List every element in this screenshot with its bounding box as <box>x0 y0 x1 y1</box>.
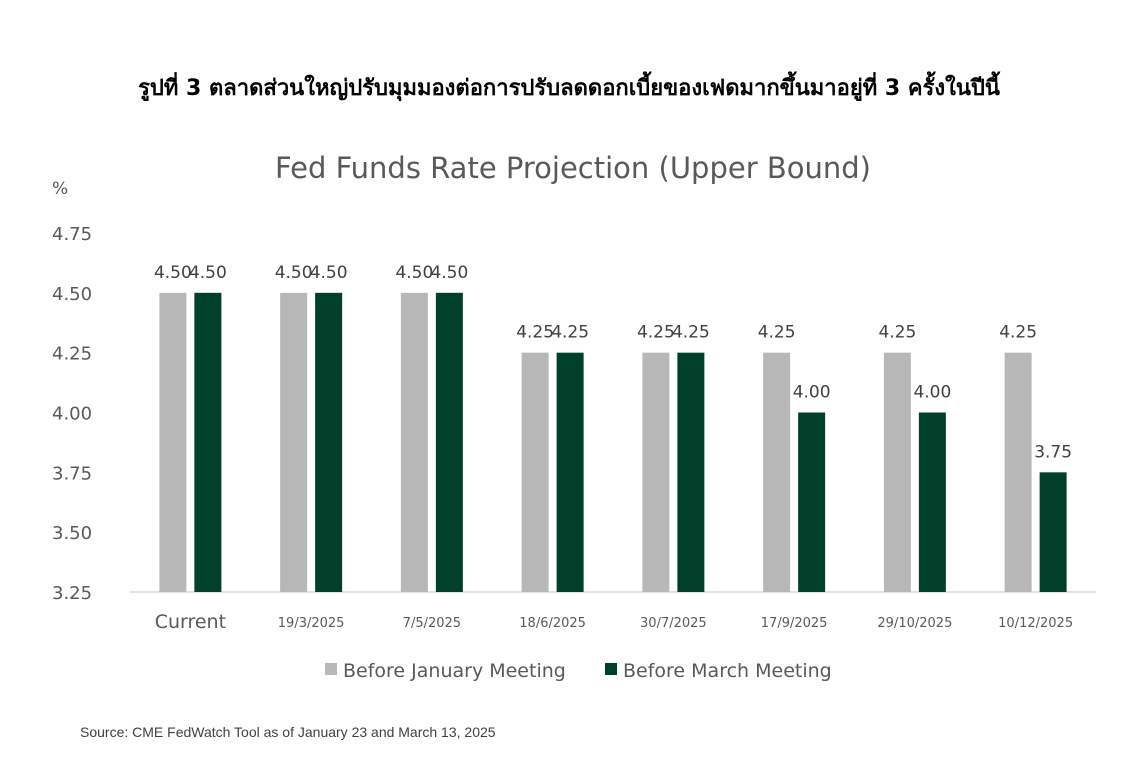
bar-before-march <box>677 352 705 592</box>
bar-before-march <box>435 292 463 592</box>
x-axis-ticks: Current 19/3/2025 7/5/2025 18/6/2025 30/7/20… <box>155 611 1073 633</box>
y-tick-label: 3.75 <box>52 463 92 484</box>
bar-before-january <box>159 292 187 592</box>
legend-label: Before January Meeting <box>343 660 566 682</box>
chart-title: Fed Funds Rate Projection (Upper Bound) <box>275 151 871 185</box>
bar-before-march <box>918 412 946 592</box>
x-tick-label: Current <box>155 611 226 633</box>
data-label-before-january: 4.25 <box>999 323 1037 343</box>
bar-before-january <box>1004 352 1032 592</box>
data-label-before-january: 4.50 <box>395 263 433 283</box>
y-tick-label: 4.00 <box>52 404 92 425</box>
y-axis-ticks: 3.25 3.50 3.75 4.00 4.25 4.50 4.75 <box>52 224 92 604</box>
bar-before-march <box>1039 472 1067 592</box>
y-tick-label: 4.25 <box>52 344 92 365</box>
data-label-before-january: 4.50 <box>154 263 192 283</box>
bar-before-january <box>400 292 428 592</box>
x-tick-label: 17/9/2025 <box>761 616 828 631</box>
y-tick-label: 3.25 <box>52 583 92 604</box>
data-label-before-january: 4.25 <box>758 323 796 343</box>
bar-before-march <box>194 292 222 592</box>
bar-before-january <box>521 352 549 592</box>
legend-swatch <box>325 663 337 675</box>
bar-before-january <box>883 352 911 592</box>
data-label-before-march: 4.50 <box>189 263 227 283</box>
source-note: Source: CME FedWatch Tool as of January … <box>80 724 496 740</box>
data-label-before-march: 4.00 <box>913 383 951 403</box>
x-tick-label: 10/12/2025 <box>998 616 1073 631</box>
bar-before-march <box>798 412 826 592</box>
bar-before-january <box>642 352 670 592</box>
x-tick-label: 30/7/2025 <box>640 616 707 631</box>
x-tick-label: 19/3/2025 <box>278 616 345 631</box>
data-labels: 4.504.50 4.504.50 4.504.504.254.25 4.254.25… <box>154 263 1072 463</box>
y-tick-label: 4.75 <box>52 224 92 245</box>
legend-swatch <box>605 663 617 675</box>
y-tick-label: 3.50 <box>52 523 92 544</box>
x-tick-label: 18/6/2025 <box>519 616 586 631</box>
bar-before-march <box>315 292 343 592</box>
data-label-before-march: 4.50 <box>310 263 348 283</box>
data-label-before-january: 4.25 <box>637 323 675 343</box>
data-label-before-january: 4.25 <box>516 323 554 343</box>
legend-label: Before March Meeting <box>623 660 832 682</box>
data-label-before-march: 4.25 <box>551 323 589 343</box>
data-label-before-march: 3.75 <box>1034 442 1072 462</box>
bar-before-march <box>556 352 584 592</box>
data-label-before-march: 4.50 <box>430 263 468 283</box>
bar-before-january <box>280 292 308 592</box>
data-label-before-march: 4.00 <box>793 383 831 403</box>
x-tick-label: 7/5/2025 <box>403 616 461 631</box>
bars <box>159 292 1067 592</box>
y-axis-unit: % <box>52 179 68 199</box>
bar-before-january <box>763 352 791 592</box>
legend: Before January Meeting Before March Meeti… <box>325 660 832 682</box>
y-tick-label: 4.50 <box>52 284 92 305</box>
x-tick-label: 29/10/2025 <box>877 616 952 631</box>
data-label-before-january: 4.25 <box>878 323 916 343</box>
page-heading: รูปที่ 3 ตลาดส่วนใหญ่ปรับมุมมองต่อการปรั… <box>138 76 1000 101</box>
data-label-before-january: 4.50 <box>275 263 313 283</box>
data-label-before-march: 4.25 <box>672 323 710 343</box>
